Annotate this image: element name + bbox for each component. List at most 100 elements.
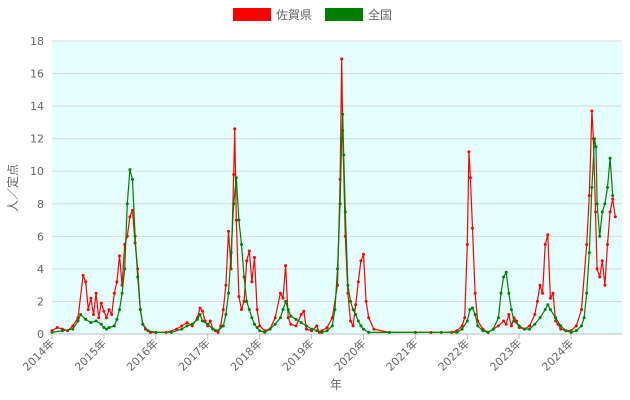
- data-point: [543, 308, 547, 312]
- data-point: [594, 210, 597, 214]
- data-point: [507, 291, 511, 295]
- y-tick-label: 16: [30, 68, 44, 81]
- data-point: [185, 324, 189, 328]
- y-tick-label: 10: [30, 165, 44, 178]
- data-point: [330, 324, 334, 328]
- data-point: [320, 330, 324, 334]
- data-point: [590, 186, 594, 189]
- data-point: [496, 316, 500, 320]
- data-point: [112, 291, 116, 295]
- y-axis-title: 人／定点: [5, 164, 20, 212]
- data-point: [79, 313, 83, 316]
- data-point: [138, 308, 142, 312]
- data-point: [574, 324, 578, 328]
- data-point: [232, 202, 236, 206]
- legend-item-saga[interactable]: 佐賀県: [233, 8, 312, 22]
- legend-item-national[interactable]: 全国: [325, 7, 392, 22]
- data-point: [154, 330, 158, 334]
- data-point: [304, 327, 308, 331]
- data-point: [465, 319, 469, 323]
- data-point: [206, 322, 210, 326]
- data-point: [528, 327, 532, 331]
- data-point: [242, 275, 246, 279]
- data-point: [603, 202, 607, 206]
- data-point: [97, 316, 101, 320]
- data-point: [273, 322, 277, 326]
- data-point: [268, 327, 272, 331]
- data-point: [310, 327, 314, 331]
- data-point: [242, 299, 246, 303]
- data-point: [354, 303, 358, 307]
- data-point: [460, 324, 464, 328]
- legend-label-saga: 佐賀県: [276, 8, 312, 22]
- data-point: [580, 324, 583, 328]
- x-tick-label: 2024年: [539, 336, 576, 373]
- data-point: [486, 330, 490, 334]
- data-point: [467, 150, 471, 154]
- data-point: [548, 296, 552, 300]
- data-point: [118, 254, 121, 258]
- data-point: [84, 317, 88, 321]
- data-point: [364, 299, 368, 303]
- data-point: [128, 215, 132, 219]
- data-point: [574, 329, 578, 333]
- x-axis: 2014年 2015年 2016年 2017年 2018年 2019年 2020年 2021年…: [20, 333, 622, 374]
- data-point: [245, 299, 249, 303]
- data-point: [362, 252, 365, 256]
- data-point: [590, 109, 594, 113]
- data-point: [245, 259, 249, 263]
- data-point: [289, 314, 293, 318]
- data-point: [548, 308, 552, 312]
- data-point: [71, 327, 75, 331]
- data-point: [606, 243, 609, 246]
- data-point: [535, 299, 539, 303]
- data-point: [522, 327, 526, 331]
- data-point: [201, 319, 204, 323]
- data-point: [240, 308, 243, 312]
- data-point: [342, 153, 346, 157]
- data-point: [349, 319, 352, 323]
- data-point: [587, 194, 591, 198]
- data-point: [115, 317, 119, 321]
- data-point: [219, 324, 223, 328]
- data-point: [512, 319, 516, 323]
- data-point: [237, 295, 241, 299]
- data-point: [169, 330, 173, 334]
- data-point: [594, 145, 598, 149]
- data-point: [533, 322, 537, 326]
- data-point: [289, 322, 293, 326]
- data-point: [99, 301, 103, 305]
- data-point: [253, 256, 256, 259]
- data-point: [533, 313, 537, 316]
- data-point: [543, 243, 547, 246]
- data-point: [356, 319, 360, 323]
- data-point: [94, 291, 98, 295]
- data-point: [595, 267, 599, 271]
- data-point: [208, 319, 212, 323]
- data-point: [491, 327, 495, 331]
- data-point: [55, 326, 59, 329]
- data-point: [255, 326, 259, 329]
- data-point: [340, 57, 344, 61]
- y-axis: 0 2 4 6 8 10 12 14 16 18: [30, 35, 44, 341]
- y-tick-label: 8: [37, 198, 44, 211]
- data-point: [509, 308, 513, 312]
- data-point: [538, 283, 542, 287]
- data-point: [198, 306, 202, 310]
- data-point: [258, 329, 262, 333]
- data-point: [359, 259, 363, 263]
- data-point: [351, 324, 355, 328]
- data-point: [125, 202, 129, 206]
- x-tick-label: 2023年: [487, 336, 524, 373]
- y-tick-label: 2: [37, 295, 44, 308]
- data-point: [302, 309, 306, 313]
- data-point: [224, 313, 228, 316]
- data-point: [141, 322, 145, 326]
- data-point: [551, 291, 555, 295]
- data-point: [564, 329, 568, 333]
- data-point: [195, 317, 199, 321]
- data-point: [598, 234, 602, 238]
- data-point: [559, 324, 563, 328]
- data-point: [131, 177, 134, 181]
